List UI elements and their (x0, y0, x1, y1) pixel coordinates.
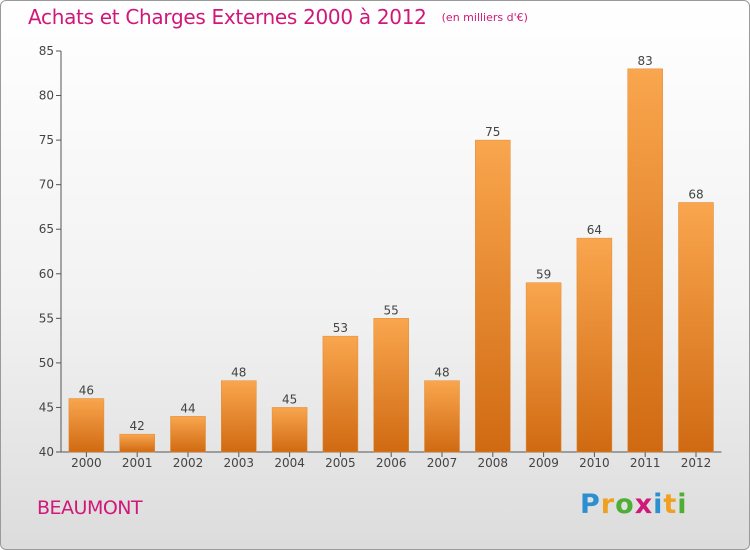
logo-letter: t (663, 489, 678, 520)
y-tick-label: 70 (39, 178, 54, 192)
x-tick-label: 2009 (528, 456, 559, 470)
y-axis: 40 45 50 55 60 65 70 75 80 85 (39, 44, 62, 459)
bar (678, 202, 714, 453)
data-label: 64 (587, 223, 602, 237)
logo-letter: i (677, 489, 688, 520)
x-tick-label: 2012 (681, 456, 712, 470)
logo-letter: i (653, 489, 664, 520)
data-label: 68 (688, 187, 703, 201)
data-label: 59 (536, 268, 551, 282)
bar (119, 433, 155, 453)
x-tick-label: 2003 (224, 456, 255, 470)
bar (271, 407, 308, 453)
logo-letter: x (634, 489, 654, 520)
bar (576, 237, 613, 453)
bar (221, 380, 257, 453)
data-label: 48 (434, 366, 449, 380)
y-tick-label: 50 (39, 356, 54, 370)
bar (68, 398, 105, 453)
x-tick-label: 2004 (274, 456, 305, 470)
data-label: 53 (333, 321, 348, 335)
x-tick-label: 2002 (173, 456, 204, 470)
chart-title-row: Achats et Charges Externes 2000 à 2012 (… (28, 5, 528, 29)
y-tick-label: 60 (39, 267, 54, 281)
data-label: 46 (79, 384, 94, 398)
data-label: 44 (180, 401, 195, 415)
y-tick-label: 45 (39, 400, 54, 414)
y-tick-label: 85 (39, 44, 54, 58)
data-label: 83 (638, 54, 653, 68)
data-label: 55 (384, 303, 399, 317)
bar (170, 416, 206, 453)
bar (322, 335, 359, 453)
bar (373, 318, 409, 453)
y-tick-label: 65 (39, 222, 54, 236)
x-tick-label: 2008 (478, 456, 509, 470)
data-labels: 46 42 44 48 45 53 55 48 75 59 64 83 68 (79, 54, 704, 433)
data-label: 75 (485, 125, 500, 139)
bar (525, 282, 562, 453)
x-tick-label: 2011 (630, 456, 661, 470)
bars (68, 68, 714, 453)
logo-letter: r (600, 489, 616, 520)
data-label: 45 (282, 392, 297, 406)
x-tick-label: 2000 (71, 456, 102, 470)
x-tick-label: 2006 (376, 456, 407, 470)
y-tick-label: 40 (39, 445, 54, 459)
data-label: 42 (130, 419, 145, 433)
x-tick-label: 2010 (579, 456, 610, 470)
x-axis: 2000 2001 2002 2003 2004 2005 2006 2007 2008 2009… (61, 451, 722, 470)
bar (475, 139, 511, 453)
bar (424, 380, 460, 453)
chart-unit: (en milliers d'€) (441, 11, 528, 24)
chart-title: Achats et Charges Externes 2000 à 2012 (28, 5, 427, 29)
logo-letter: P (580, 489, 601, 520)
y-tick-label: 75 (39, 133, 54, 147)
y-tick-label: 55 (39, 311, 54, 325)
data-label: 48 (231, 366, 246, 380)
location-name: BEAUMONT (37, 497, 143, 519)
proxiti-logo: Proxiti (580, 489, 688, 520)
bar (627, 68, 663, 453)
y-tick-label: 80 (39, 89, 54, 103)
x-tick-label: 2007 (427, 456, 458, 470)
logo-letter: o (615, 489, 635, 520)
x-tick-label: 2001 (122, 456, 153, 470)
x-tick-label: 2005 (325, 456, 356, 470)
